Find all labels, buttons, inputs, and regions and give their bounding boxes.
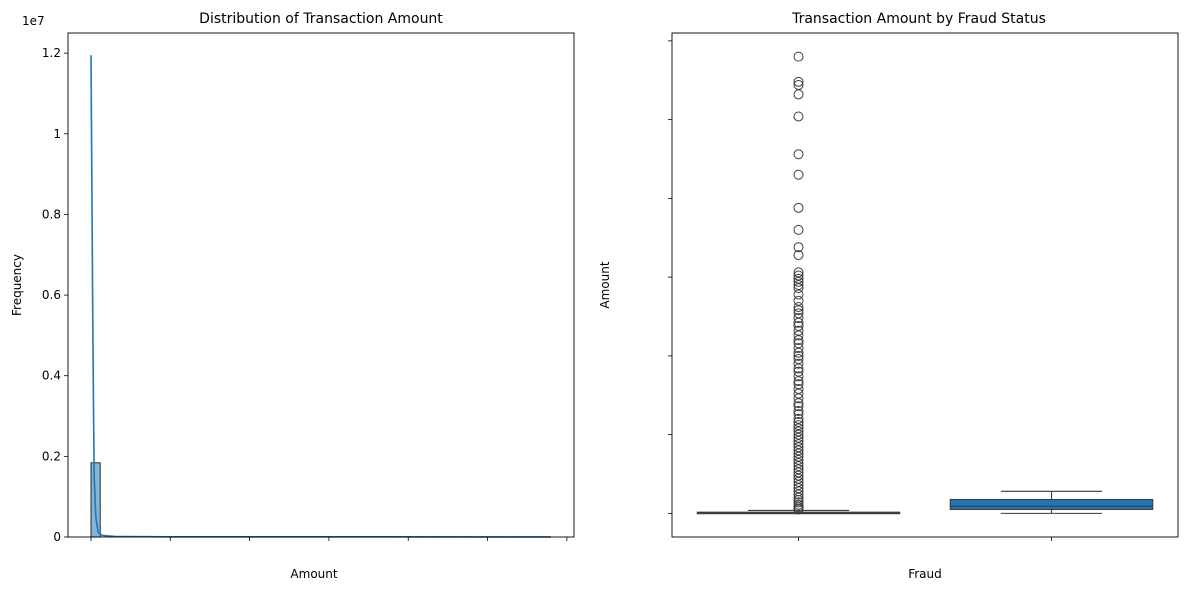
outlier-point xyxy=(793,504,804,515)
outlier-point xyxy=(793,202,804,213)
outlier-point xyxy=(793,89,804,100)
outlier-point xyxy=(793,242,804,253)
outlier-point xyxy=(793,406,804,416)
y-tick-label-2: 0.4 xyxy=(42,369,61,383)
y-tick-label-6: 1.2 xyxy=(42,46,61,60)
box-1 xyxy=(949,498,1154,510)
outlier-point xyxy=(793,149,804,160)
y-tick-label-3: 0.6 xyxy=(42,288,61,302)
outlier-point xyxy=(793,313,804,324)
outlier-point xyxy=(793,343,804,353)
boxplot-plot-area xyxy=(668,40,1154,541)
histogram-title: Distribution of Transaction Amount xyxy=(199,11,443,27)
outlier-point xyxy=(793,358,804,369)
outlier-point xyxy=(793,376,804,387)
histogram-x-axis-label: Amount xyxy=(290,567,337,581)
y-tick-label-0: 0 xyxy=(53,530,61,544)
histogram-plot-area: 0 0.2 0.4 0.6 0.8 1 1.2 xyxy=(42,46,568,544)
outlier-point xyxy=(793,371,804,382)
outlier-point xyxy=(793,276,804,287)
outlier-point xyxy=(793,289,804,300)
outlier-point xyxy=(793,169,804,180)
outlier-point xyxy=(793,335,804,346)
boxplot-axes-frame xyxy=(671,32,1179,538)
outlier-point xyxy=(793,497,804,508)
outlier-point xyxy=(793,393,804,404)
boxplot-y-axis-label: Amount xyxy=(598,261,612,308)
outlier-point xyxy=(793,330,804,341)
outlier-point xyxy=(793,317,804,328)
outlier-point xyxy=(793,363,804,374)
outlier-point xyxy=(793,401,804,412)
outlier-point xyxy=(793,489,804,500)
outlier-point xyxy=(793,302,804,313)
outlier-point xyxy=(793,283,804,294)
outlier-point xyxy=(793,51,804,62)
histogram-chart: Distribution of Transaction Amount 1e7 0… xyxy=(10,11,575,581)
y-tick-label-5: 1 xyxy=(53,127,61,141)
histogram-axes-frame xyxy=(67,32,575,538)
y-tick-label-1: 0.2 xyxy=(42,449,61,463)
outlier-point xyxy=(793,409,804,420)
boxplot-title: Transaction Amount by Fraud Status xyxy=(791,11,1046,27)
outlier-point xyxy=(793,250,804,261)
histogram-y-axis-label: Frequency xyxy=(10,254,24,316)
boxplot-x-axis-label: Fraud xyxy=(908,567,942,581)
y-tick-label-4: 0.8 xyxy=(42,207,61,221)
outlier-point xyxy=(793,111,804,122)
outlier-point xyxy=(793,347,804,358)
outlier-point xyxy=(793,224,804,235)
outlier-point xyxy=(793,350,804,361)
y-offset-label: 1e7 xyxy=(22,14,45,28)
outlier-point xyxy=(793,76,804,87)
outlier-point xyxy=(793,305,804,316)
outlier-point xyxy=(793,398,804,409)
boxplot-chart: Transaction Amount by Fraud Status Fraud… xyxy=(598,11,1179,581)
kde-line xyxy=(90,55,552,538)
